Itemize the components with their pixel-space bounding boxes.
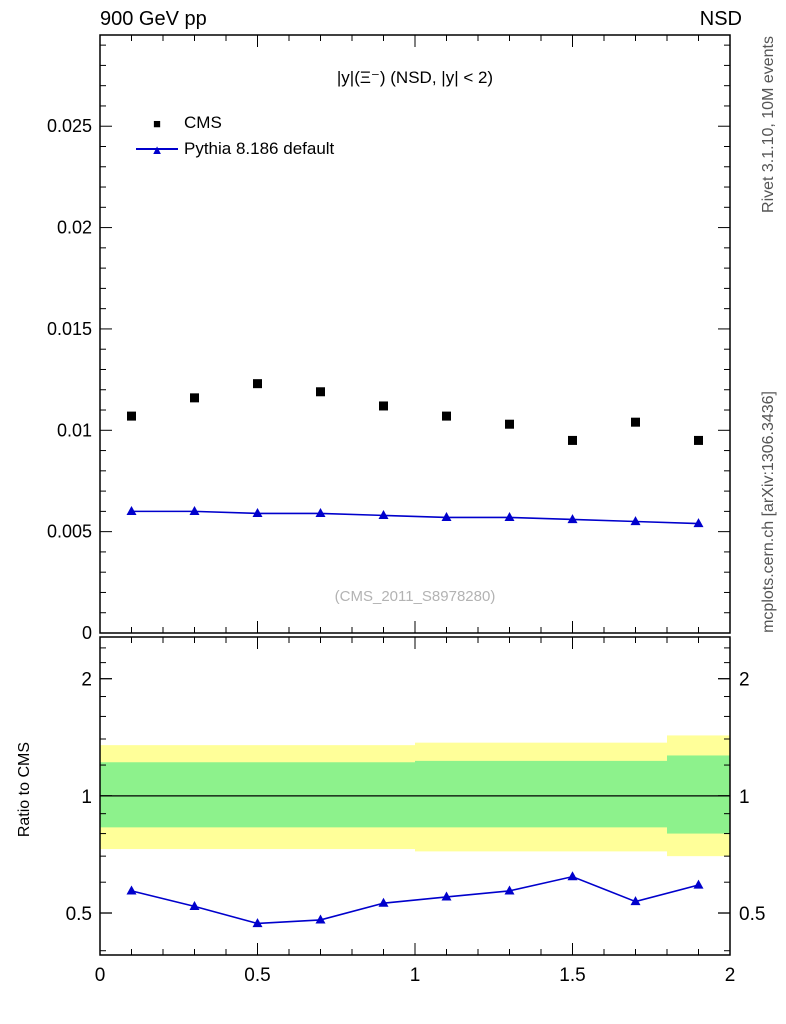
filled-triangle-icon: ▲ — [150, 141, 164, 157]
line-swatch-icon — [136, 148, 178, 150]
y-tick-label: 0.015 — [47, 319, 92, 339]
event-class-label: NSD — [699, 8, 742, 30]
uncertainty-band-green — [541, 760, 604, 828]
ratio-data-point — [441, 891, 452, 901]
y-tick-label: 0.02 — [57, 218, 92, 238]
beam-energy-label: 900 GeV pp — [100, 8, 207, 30]
uncertainty-band-green — [478, 760, 541, 828]
pythia-triangle-marker-icon: ▲ — [134, 143, 180, 156]
ratio-data-point — [630, 896, 641, 906]
analysis-id-watermark: (CMS_2011_S8978280) — [334, 588, 496, 605]
cms-data-point — [127, 411, 136, 421]
uncertainty-band-green — [163, 762, 226, 828]
ratio-data-point — [693, 879, 704, 889]
ratio-data-point — [504, 885, 515, 895]
y-tick-label: 0.01 — [57, 420, 92, 440]
filled-square-icon: ■ — [153, 115, 161, 131]
pythia-data-point — [378, 510, 389, 520]
pythia-data-point — [189, 505, 200, 515]
x-tick-label: 1.5 — [559, 965, 585, 986]
x-tick-label: 1 — [410, 965, 421, 986]
cms-data-point — [631, 417, 640, 427]
rivet-version-label: Rivet 3.1.10, 10M events — [760, 36, 777, 213]
uncertainty-band-green — [667, 755, 730, 834]
pythia-data-point — [441, 512, 452, 522]
uncertainty-band-green — [289, 762, 352, 828]
y-tick-label: 0.005 — [47, 522, 92, 542]
pythia-data-point — [693, 518, 704, 528]
y-tick-label: 0.025 — [47, 116, 92, 136]
x-tick-label: 0 — [95, 965, 106, 986]
y-tick-label: 0 — [82, 623, 92, 643]
ratio-line — [131, 875, 699, 925]
ratio-y-tick-label: 0.5 — [739, 904, 765, 925]
ratio-y-tick-label: 1 — [81, 787, 92, 808]
x-tick-label: 0.5 — [244, 965, 270, 986]
ratio-data-point — [378, 897, 389, 907]
plot-header: 900 GeV pp NSD — [100, 8, 742, 31]
uncertainty-band-green — [352, 762, 415, 828]
pythia-data-point — [252, 508, 263, 517]
main-plot-frame — [99, 34, 731, 634]
pythia-data-point — [567, 514, 578, 524]
cms-data-point — [568, 435, 577, 445]
ratio-data-point — [189, 900, 200, 910]
uncertainty-band-green — [100, 762, 163, 828]
pythia-line — [131, 510, 699, 525]
pythia-data-point — [630, 516, 641, 526]
ratio-data-point — [252, 918, 263, 928]
uncertainty-band-green — [226, 762, 289, 828]
ratio-y-tick-label: 2 — [81, 670, 92, 691]
cms-data-point — [442, 411, 451, 421]
cms-data-point — [190, 393, 199, 403]
legend-item-cms: ■ CMS — [134, 110, 334, 136]
cms-data-point — [379, 401, 388, 411]
pythia-data-point — [315, 508, 326, 517]
uncertainty-band-green — [604, 760, 667, 828]
ratio-data-point — [126, 885, 137, 895]
ratio-axis-label: Ratio to CMS — [16, 742, 33, 838]
mcplots-arxiv-label: mcplots.cern.ch [arXiv:1306.3436] — [760, 391, 777, 633]
cms-data-point — [694, 435, 703, 445]
legend-item-pythia: ▲ Pythia 8.186 default — [134, 136, 334, 162]
pythia-data-point — [504, 512, 515, 522]
legend-label-cms: CMS — [184, 113, 222, 132]
legend: ■ CMS ▲ Pythia 8.186 default — [134, 110, 334, 162]
cms-data-point — [316, 387, 325, 397]
ratio-data-point — [567, 871, 578, 881]
ratio-y-tick-label: 0.5 — [66, 904, 92, 925]
ratio-y-tick-label: 1 — [739, 787, 750, 808]
legend-label-pythia: Pythia 8.186 default — [184, 139, 335, 158]
plot-title: |y|(Ξ⁻) (NSD, |y| < 2) — [336, 68, 494, 87]
ratio-data-point — [315, 914, 326, 924]
cms-data-point — [505, 419, 514, 429]
cms-square-marker-icon: ■ — [134, 117, 180, 130]
pythia-data-point — [126, 505, 137, 515]
uncertainty-band-green — [415, 760, 478, 828]
ratio-plot-frame — [99, 636, 731, 956]
cms-data-point — [253, 379, 262, 389]
ratio-y-tick-label: 2 — [739, 670, 750, 691]
x-tick-label: 2 — [725, 965, 736, 986]
